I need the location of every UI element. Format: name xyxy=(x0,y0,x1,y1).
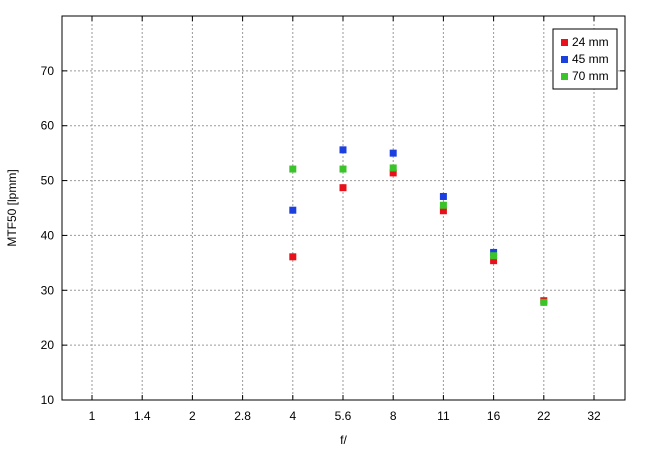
legend-entry: 45 mm xyxy=(572,52,609,66)
y-tick-label: 50 xyxy=(41,174,55,188)
x-tick-label: 1 xyxy=(89,409,96,423)
data-point-70-mm xyxy=(490,252,498,260)
grid xyxy=(62,16,625,400)
axis-ticks: 1 1.4 2 2.8 4 5.6 8 11 16 22 32 10 20 30 40 50 60 70 xyxy=(41,16,625,423)
data-point-24-mm xyxy=(339,184,347,192)
data-point-70-mm xyxy=(540,298,548,306)
y-tick-label: 60 xyxy=(41,119,55,133)
data-point-45-mm xyxy=(339,146,347,154)
legend-swatch xyxy=(561,56,568,63)
x-axis-label: f/ xyxy=(340,433,347,447)
data-point-70-mm xyxy=(289,165,297,173)
data-point-24-mm xyxy=(289,253,297,261)
legend-entry: 24 mm xyxy=(572,35,609,49)
legend-swatch xyxy=(561,39,568,46)
x-tick-label: 16 xyxy=(487,409,501,423)
x-tick-label: 8 xyxy=(390,409,397,423)
data-point-45-mm xyxy=(389,149,397,157)
data-point-24-mm xyxy=(439,207,447,215)
data-point-70-mm xyxy=(339,165,347,173)
x-tick-label: 4 xyxy=(289,409,296,423)
x-tick-label: 1.4 xyxy=(134,409,151,423)
y-tick-label: 20 xyxy=(41,338,55,352)
legend-swatch xyxy=(561,73,568,80)
x-tick-label: 22 xyxy=(537,409,551,423)
data-point-45-mm xyxy=(289,206,297,214)
y-tick-label: 40 xyxy=(41,228,55,242)
data-point-70-mm xyxy=(389,164,397,172)
legend: 24 mm 45 mm 70 mm xyxy=(552,28,618,90)
data-points xyxy=(289,146,548,306)
y-tick-label: 30 xyxy=(41,283,55,297)
y-axis-label: MTF50 [lpmm] xyxy=(5,169,19,246)
y-tick-label: 10 xyxy=(41,393,55,407)
data-point-45-mm xyxy=(439,192,447,200)
x-tick-label: 11 xyxy=(437,409,450,423)
x-tick-label: 2.8 xyxy=(234,409,251,423)
x-tick-label: 5.6 xyxy=(335,409,352,423)
data-point-70-mm xyxy=(439,201,447,209)
y-tick-label: 70 xyxy=(41,64,55,78)
x-tick-label: 32 xyxy=(587,409,601,423)
data-point-24-mm xyxy=(490,257,498,265)
x-tick-label: 2 xyxy=(189,409,196,423)
legend-entry: 70 mm xyxy=(572,69,609,83)
data-point-24-mm xyxy=(389,169,397,177)
